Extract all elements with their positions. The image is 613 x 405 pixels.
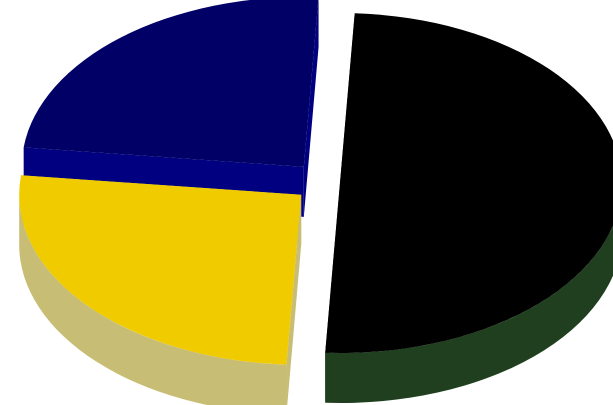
pie-slice-3-wall — [303, 0, 319, 217]
pie-slices — [19, 0, 613, 405]
pie-slice-1 — [325, 13, 613, 404]
pie-slice-2-rim — [19, 194, 287, 405]
pie-slice-1-rim — [325, 225, 613, 404]
pie-slice-3-top — [23, 0, 319, 167]
pie-slice-1-top — [325, 13, 613, 354]
pie-slice-2 — [19, 175, 302, 405]
pie-slice-2-top — [19, 175, 302, 365]
pie-slice-2-wall — [286, 194, 302, 405]
